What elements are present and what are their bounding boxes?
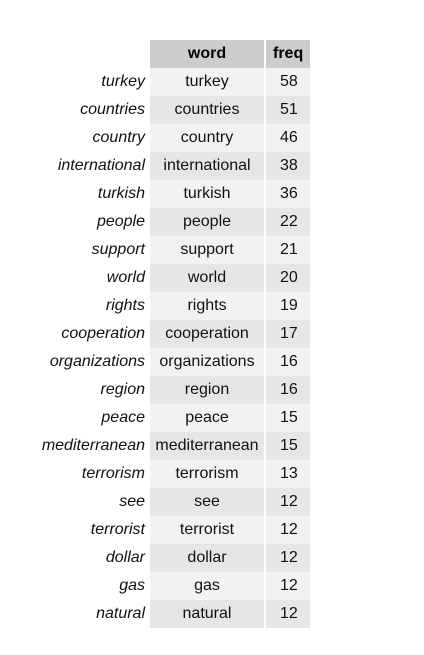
freq-cell: 36 [266,180,310,208]
freq-cell: 16 [266,376,310,404]
word-cell: terrorist [150,516,264,544]
table-row: turkish turkish 36 [18,180,310,208]
row-label: mediterranean [41,437,145,454]
word-column-header: word [150,40,264,68]
word-cell: organizations [150,348,264,376]
row-label: natural [96,605,145,622]
row-label: gas [119,577,145,594]
word-cell: natural [150,600,264,628]
row-label: turkey [101,73,145,90]
table-row: peace peace 15 [18,404,310,432]
row-label: people [96,213,145,230]
freq-cell: 15 [266,432,310,460]
freq-cell: 12 [266,488,310,516]
header-row: word freq [18,40,310,68]
freq-cell: 22 [266,208,310,236]
row-label: international [57,157,145,174]
word-cell: dollar [150,544,264,572]
word-cell: cooperation [150,320,264,348]
table-row: organizations organizations 16 [18,348,310,376]
table-row: international international 38 [18,152,310,180]
word-cell: region [150,376,264,404]
freq-cell: 16 [266,348,310,376]
table-row: region region 16 [18,376,310,404]
row-label-header [18,40,148,68]
freq-cell: 15 [266,404,310,432]
freq-cell: 20 [266,264,310,292]
row-label: terrorism [81,465,145,482]
word-cell: terrorism [150,460,264,488]
freq-cell: 38 [266,152,310,180]
row-label: support [91,241,145,258]
table-row: people people 22 [18,208,310,236]
freq-cell: 12 [266,572,310,600]
row-label: world [106,269,145,286]
row-label: dollar [105,549,145,566]
row-label: country [92,129,145,146]
row-label: peace [101,409,145,426]
freq-cell: 12 [266,544,310,572]
freq-cell: 51 [266,96,310,124]
row-label: region [100,381,145,398]
table-row: country country 46 [18,124,310,152]
word-cell: people [150,208,264,236]
table-row: terrorist terrorist 12 [18,516,310,544]
word-cell: countries [150,96,264,124]
row-label: rights [105,297,145,314]
table-row: terrorism terrorism 13 [18,460,310,488]
freq-cell: 17 [266,320,310,348]
freq-cell: 46 [266,124,310,152]
freq-cell: 13 [266,460,310,488]
table-row: natural natural 12 [18,600,310,628]
word-cell: see [150,488,264,516]
table-row: support support 21 [18,236,310,264]
table-row: world world 20 [18,264,310,292]
word-cell: peace [150,404,264,432]
table-row: rights rights 19 [18,292,310,320]
table-row: countries countries 51 [18,96,310,124]
word-cell: turkish [150,180,264,208]
table-row: gas gas 12 [18,572,310,600]
row-label: organizations [49,353,145,370]
word-cell: support [150,236,264,264]
freq-cell: 58 [266,68,310,96]
row-label: countries [80,101,145,118]
word-cell: turkey [150,68,264,96]
word-cell: mediterranean [150,432,264,460]
table-row: dollar dollar 12 [18,544,310,572]
table-row: see see 12 [18,488,310,516]
word-cell: country [150,124,264,152]
word-cell: world [150,264,264,292]
word-cell: gas [150,572,264,600]
freq-column-header: freq [266,40,310,68]
table-header: word freq [18,40,310,68]
row-label: terrorist [90,521,145,538]
table-row: mediterranean mediterranean 15 [18,432,310,460]
freq-cell: 21 [266,236,310,264]
table-body: turkey turkey 58 countries countries 51 countr… [18,68,310,628]
row-label: see [119,493,145,510]
word-frequency-table: word freq turkey turkey 58 countries countri… [16,40,312,628]
word-cell: rights [150,292,264,320]
freq-cell: 12 [266,600,310,628]
word-cell: international [150,152,264,180]
table-row: cooperation cooperation 17 [18,320,310,348]
row-label: turkish [97,185,145,202]
table-row: turkey turkey 58 [18,68,310,96]
freq-cell: 12 [266,516,310,544]
freq-cell: 19 [266,292,310,320]
row-label: cooperation [61,325,145,342]
